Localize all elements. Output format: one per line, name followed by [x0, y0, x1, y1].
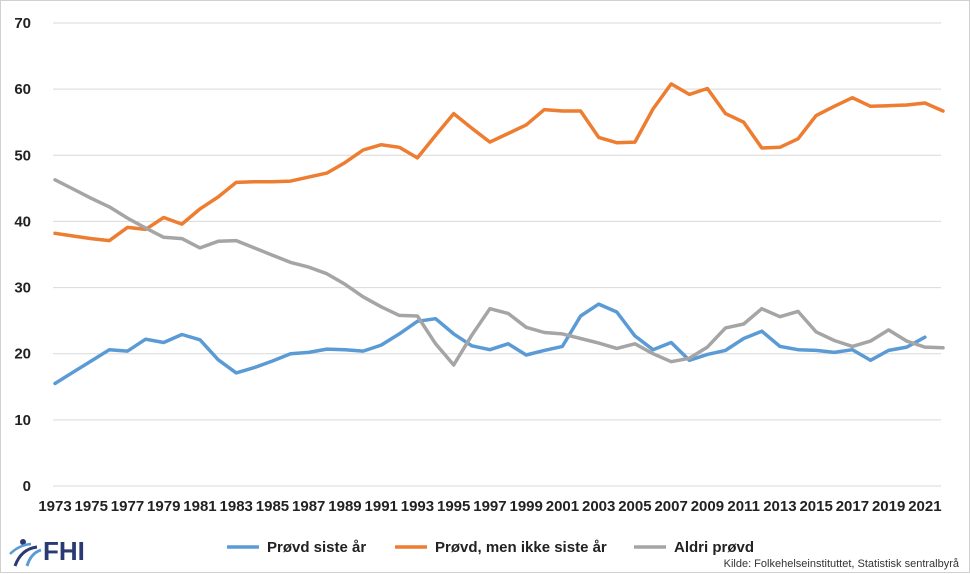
legend-label: Prøvd siste år — [267, 539, 366, 556]
gridlines — [53, 22, 941, 487]
x-tick-label: 2013 — [763, 498, 796, 515]
x-tick-label: 1991 — [365, 498, 398, 515]
y-tick-label: 30 — [14, 280, 31, 297]
x-tick-label: 1975 — [75, 498, 108, 515]
y-tick-label: 50 — [14, 147, 31, 164]
x-tick-label: 2011 — [727, 498, 760, 515]
x-tick-label: 1981 — [183, 498, 216, 515]
x-tick-label: 1989 — [328, 498, 361, 515]
y-tick-label: 60 — [14, 81, 31, 98]
fhi-logo-icon — [9, 539, 42, 567]
x-tick-label: 2017 — [836, 498, 869, 515]
legend-label: Aldri prøvd — [674, 539, 754, 556]
x-tick-label: 2005 — [618, 498, 651, 515]
x-tick-label: 1977 — [111, 498, 144, 515]
x-tick-label: 1983 — [220, 498, 253, 515]
y-tick-label: 70 — [14, 15, 31, 32]
x-tick-label: 1979 — [147, 498, 180, 515]
x-tick-label: 1985 — [256, 498, 289, 515]
x-tick-label: 2001 — [546, 498, 579, 515]
y-tick-label: 0 — [23, 478, 31, 495]
x-tick-label: 2009 — [691, 498, 724, 515]
x-tick-label: 1993 — [401, 498, 434, 515]
fhi-logo-text: FHI — [43, 536, 85, 566]
x-tick-label: 1973 — [38, 498, 71, 515]
y-tick-label: 20 — [14, 346, 31, 363]
x-tick-label: 2007 — [654, 498, 687, 515]
fhi-logo: FHI — [9, 536, 85, 567]
series-line-0 — [53, 302, 927, 386]
series-line-2 — [53, 178, 945, 367]
x-tick-label: 2021 — [908, 498, 941, 515]
series-lines — [53, 82, 945, 386]
x-tick-label: 1999 — [509, 498, 542, 515]
x-tick-label: 1987 — [292, 498, 325, 515]
y-tick-label: 40 — [14, 213, 31, 230]
series-line-1 — [53, 82, 945, 243]
y-axis-ticks: 0 10 20 30 40 50 60 70 — [14, 15, 31, 495]
legend: Prøvd siste år Prøvd, men ikke siste år Al… — [227, 539, 754, 556]
x-tick-label: 1997 — [473, 498, 506, 515]
x-tick-label: 2015 — [799, 498, 832, 515]
x-tick-label: 2003 — [582, 498, 615, 515]
y-tick-label: 10 — [14, 412, 31, 429]
x-tick-label: 1995 — [437, 498, 470, 515]
legend-label: Prøvd, men ikke siste år — [435, 539, 607, 556]
x-tick-label: 2019 — [872, 498, 905, 515]
source-note: Kilde: Folkehelseinstituttet, Statistisk… — [724, 558, 960, 570]
x-axis-ticks: 1973 1975 1977 1979 1981 1983 1985 1987 1989 1991… — [38, 498, 941, 515]
